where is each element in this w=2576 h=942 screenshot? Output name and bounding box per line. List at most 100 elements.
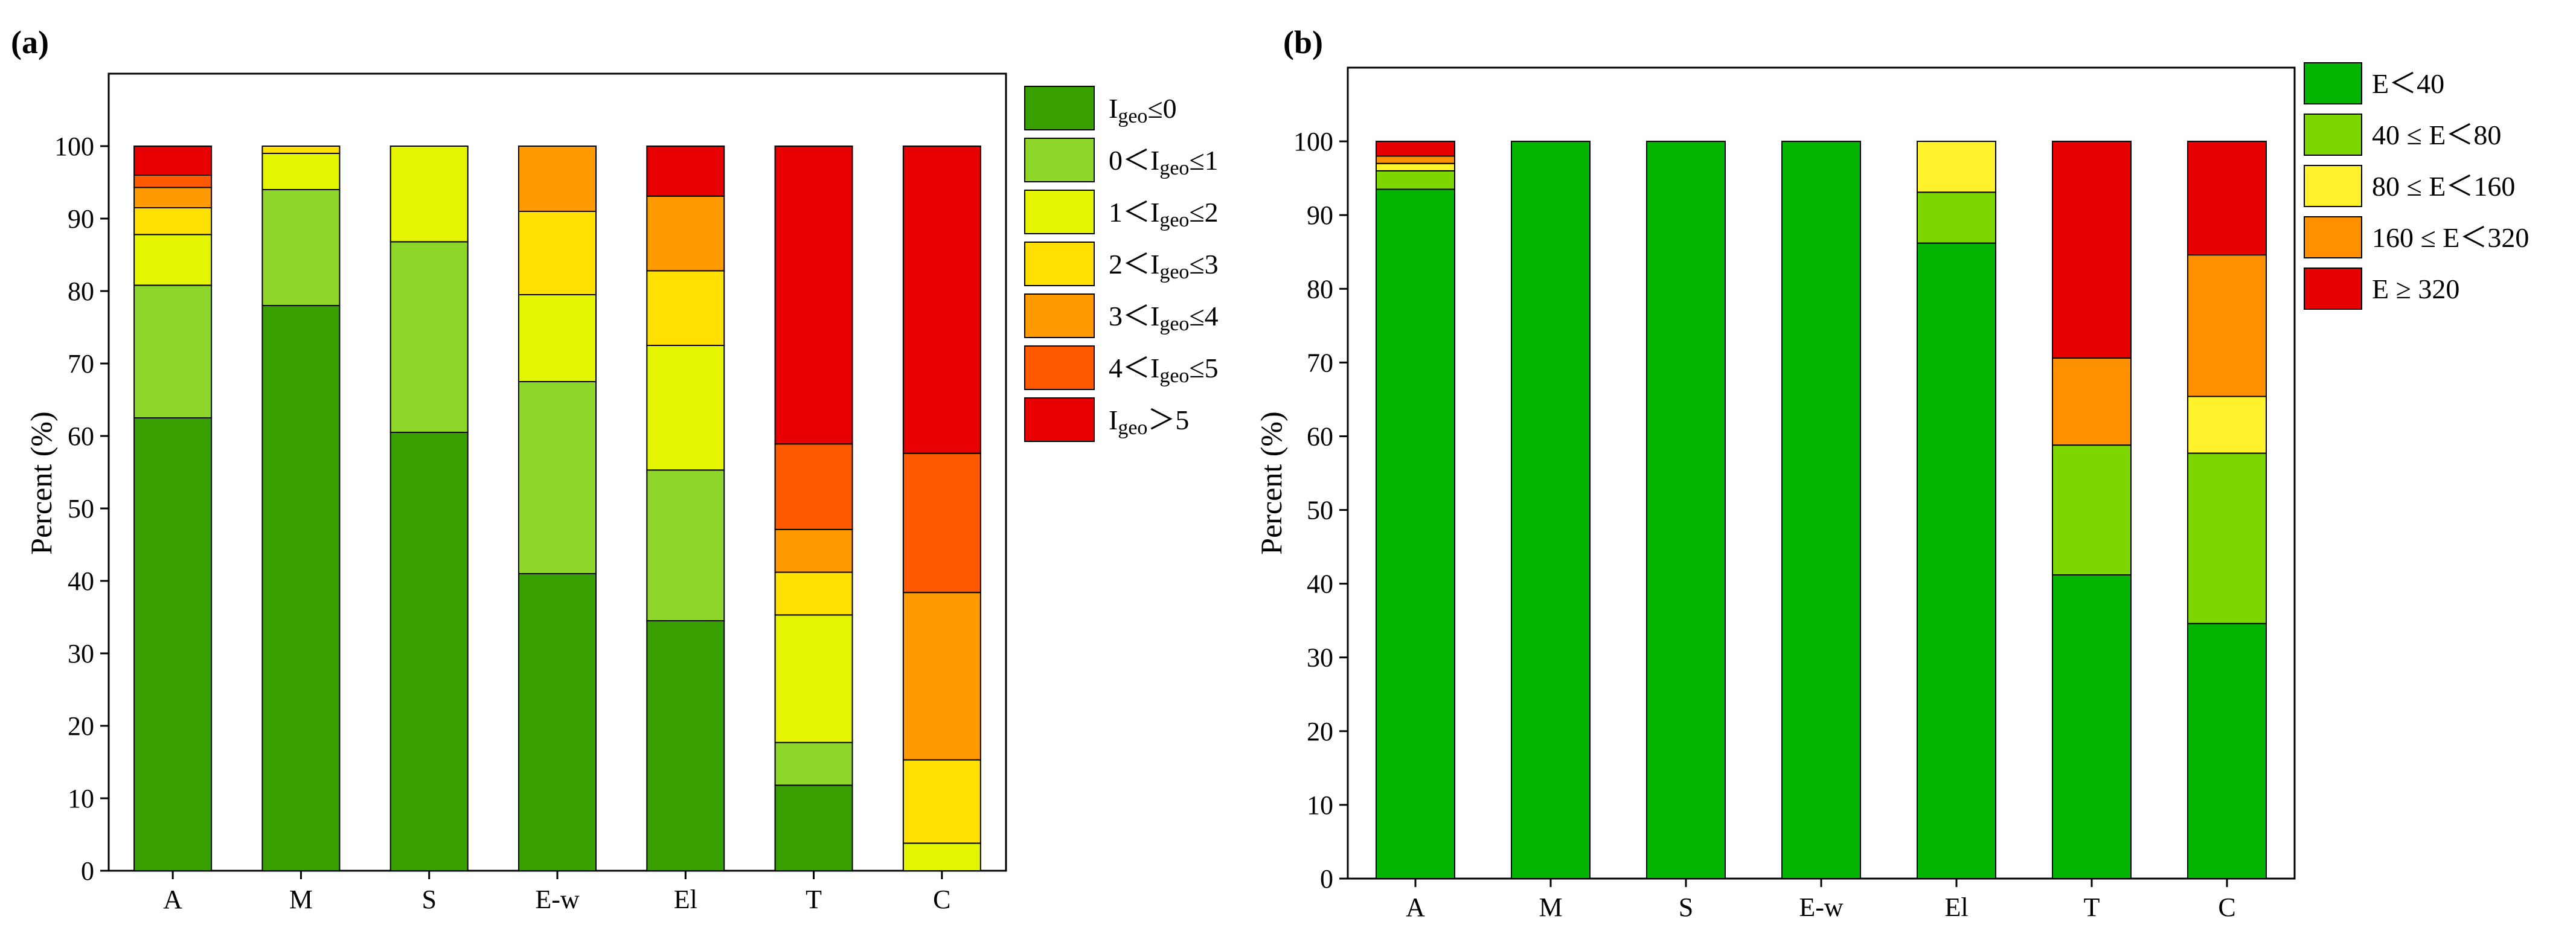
panel-b-label: (b) xyxy=(1283,24,1323,60)
bar-segment xyxy=(261,153,341,190)
bar-segment xyxy=(2187,452,2267,624)
bar-segment xyxy=(1917,191,1996,244)
bar-segment xyxy=(774,784,853,872)
y-tick-label: 70 xyxy=(68,349,94,379)
bar-segment xyxy=(1376,188,1455,880)
bar-segment xyxy=(646,195,725,272)
panel-a-plot: 0 10 20 30 40 50 60 70 80 90 100 A M S E-w El T C xyxy=(54,72,1007,914)
bar-segment xyxy=(646,146,725,197)
legend-label: E＜40 xyxy=(2372,68,2444,99)
bar-segment xyxy=(518,211,597,295)
bar-segment xyxy=(518,573,597,871)
legend-label: 40 ≤ E＜80 xyxy=(2372,120,2501,150)
bar-segment xyxy=(1781,141,1861,879)
x-tick-label: El xyxy=(674,885,697,914)
panel-a-label: (a) xyxy=(11,24,49,60)
panel-b: (b) Percent (%) 0 10 20 30 40 50 60 70 80 90 100 A M… xyxy=(1254,24,2529,922)
bar-segment xyxy=(389,432,469,871)
bar-segment xyxy=(774,528,853,573)
legend-label: 160 ≤ E＜320 xyxy=(2372,222,2529,253)
bar-segment xyxy=(2187,623,2267,879)
x-tick-label: C xyxy=(933,885,950,914)
legend-label: E ≥ 320 xyxy=(2372,274,2459,304)
bar-segment xyxy=(1511,141,1591,879)
bar-segment xyxy=(646,345,725,471)
y-tick-label: 80 xyxy=(1307,274,1333,304)
legend-swatch xyxy=(2304,62,2362,104)
y-tick-label: 0 xyxy=(81,856,94,886)
y-tick-label: 50 xyxy=(1307,496,1333,525)
bar-segment xyxy=(133,187,213,208)
legend-swatch xyxy=(2304,165,2362,207)
bar-segment xyxy=(133,284,213,418)
legend-label: 4＜Igeo≤5 xyxy=(1109,353,1219,387)
bar-segment xyxy=(646,270,725,346)
x-tick-label: A xyxy=(1406,892,1425,922)
bar-segment xyxy=(646,469,725,622)
y-tick-label: 20 xyxy=(68,711,94,741)
legend-label: Igeo≤0 xyxy=(1109,93,1177,127)
bar-segment xyxy=(902,759,981,844)
legend-label: 1＜Igeo≤2 xyxy=(1109,197,1219,231)
bar-segment xyxy=(261,189,341,306)
x-tick-label: T xyxy=(806,885,822,914)
y-tick-label: 20 xyxy=(1307,717,1333,746)
y-tick-label: 10 xyxy=(68,784,94,813)
bar-segment xyxy=(1376,155,1455,164)
legend-swatch xyxy=(1024,242,1095,286)
legend-label: 80 ≤ E＜160 xyxy=(2372,171,2515,202)
bar-segment xyxy=(389,241,469,433)
bar-segment xyxy=(133,207,213,236)
legend-swatch xyxy=(1024,190,1095,234)
bar-segment xyxy=(133,146,213,176)
bar-segment xyxy=(518,146,597,212)
bar-segment xyxy=(774,146,853,445)
bar-segment xyxy=(518,294,597,382)
x-tick-label: S xyxy=(1679,892,1693,922)
x-tick-label: M xyxy=(1539,892,1562,922)
x-tick-label: E-w xyxy=(1799,892,1844,922)
panel-a-y-axis-title: Percent (%) xyxy=(24,411,58,554)
x-tick-label: El xyxy=(1944,892,1968,922)
bar-segment xyxy=(774,443,853,530)
y-tick-label: 80 xyxy=(68,277,94,306)
bar-segment xyxy=(1376,141,1455,157)
y-tick-label: 0 xyxy=(1320,864,1333,894)
bar-segment xyxy=(2052,141,2132,359)
bar-segment xyxy=(518,381,597,574)
bar-segment xyxy=(261,146,341,154)
bar-segment xyxy=(1917,242,1996,879)
x-tick-label: E-w xyxy=(535,885,580,914)
legend-label: 3＜Igeo≤4 xyxy=(1109,301,1219,335)
bar-segment xyxy=(902,146,981,454)
bar-segment xyxy=(2052,357,2132,446)
legend-label: Igeo＞5 xyxy=(1109,405,1189,439)
y-tick-label: 70 xyxy=(1307,348,1333,377)
bar-segment xyxy=(133,175,213,188)
y-tick-label: 100 xyxy=(1293,127,1333,156)
y-tick-label: 100 xyxy=(54,132,94,161)
bar-segment xyxy=(2187,141,2267,256)
bar-segment xyxy=(133,417,213,871)
legend-swatch xyxy=(1024,86,1095,130)
bar-segment xyxy=(646,620,725,871)
legend-swatch xyxy=(1024,345,1095,390)
y-tick-label: 10 xyxy=(1307,790,1333,820)
x-tick-label: S xyxy=(421,885,436,914)
y-tick-label: 90 xyxy=(68,204,94,234)
bar-segment xyxy=(133,234,213,286)
legend-swatch xyxy=(2304,268,2362,310)
y-tick-label: 40 xyxy=(1307,569,1333,599)
bar-segment xyxy=(774,614,853,743)
bar-segment xyxy=(261,305,341,871)
panel-a-legend: Igeo≤0 0＜Igeo≤1 1＜Igeo≤2 2＜Igeo≤3 3＜Igeo≤4 4＜… xyxy=(1024,86,1219,442)
bar-segment xyxy=(774,571,853,616)
y-tick-label: 50 xyxy=(68,494,94,524)
x-tick-label: M xyxy=(289,885,313,914)
bar-segment xyxy=(902,592,981,761)
bar-segment xyxy=(2187,396,2267,454)
legend-label: 0＜Igeo≤1 xyxy=(1109,145,1219,179)
x-tick-label: T xyxy=(2084,892,2100,922)
bar-segment xyxy=(1376,162,1455,171)
